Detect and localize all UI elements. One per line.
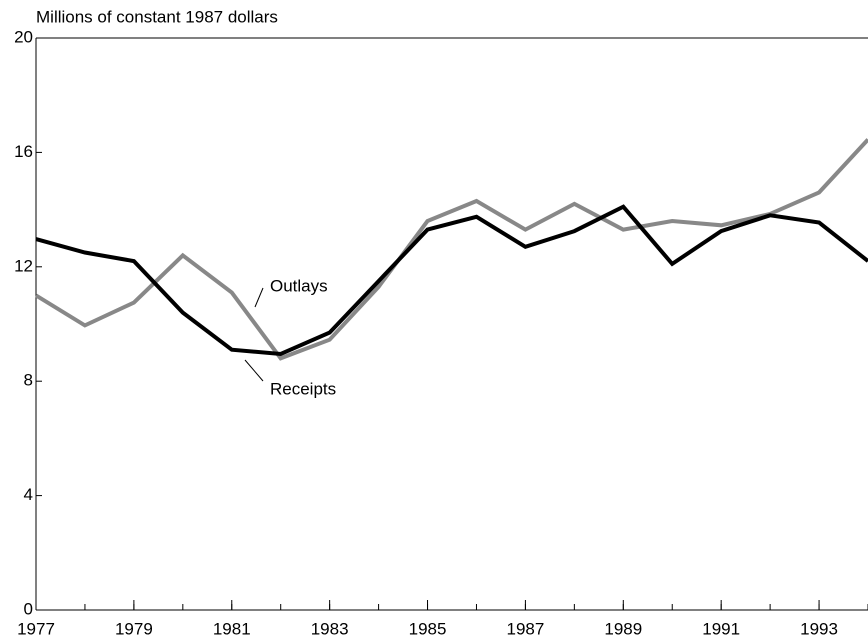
y-tick-label: 8 [24,371,33,390]
series-line [34,138,868,361]
x-tick-label: 1989 [604,619,642,638]
series-line [35,204,868,357]
y-tick-label: 16 [14,142,33,161]
leader-line [244,359,264,382]
y-axis-label: Millions of constant 1987 dollars [36,7,278,26]
x-tick-label: 1985 [409,619,447,638]
y-tick-label: 0 [24,599,33,618]
y-tick-label: 20 [14,27,33,46]
leader-line [254,287,264,308]
y-tick-label: 12 [14,256,33,275]
x-tick-label: 1977 [17,619,55,638]
x-tick-label: 1983 [311,619,349,638]
x-tick-label: 1981 [213,619,251,638]
series-label: Receipts [270,379,336,398]
x-tick-label: 1991 [702,619,740,638]
x-tick-label: 1979 [115,619,153,638]
series-label: Outlays [270,276,328,295]
y-tick-label: 4 [24,485,33,504]
x-tick-label: 1993 [800,619,838,638]
x-tick-label: 1987 [506,619,544,638]
